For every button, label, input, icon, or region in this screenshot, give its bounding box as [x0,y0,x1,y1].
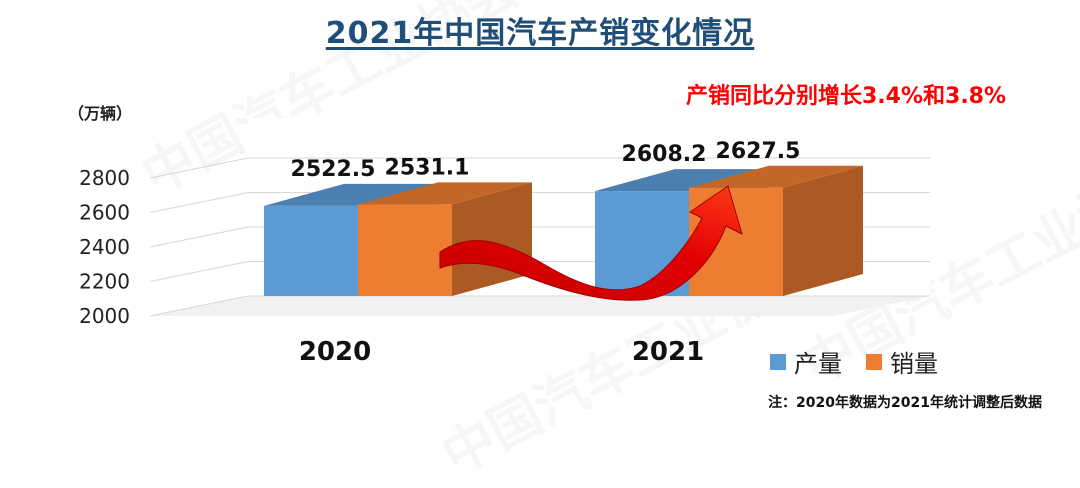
bar-production [264,205,358,296]
chart-title: 2021年中国汽车产销变化情况 [325,16,755,51]
bar-chart: 2800 2600 2400 2200 2000 2522.5 2531.1 2020 2608… [79,138,930,367]
legend-label-production: 产量 [794,350,842,378]
bar-top-sales [689,165,863,188]
legend-swatch-production [770,353,786,370]
bar-sales [358,204,452,296]
y-tick-label: 2000 [79,304,130,328]
y-axis-unit: （万辆） [68,104,133,123]
legend-swatch-sales [866,353,882,370]
legend: 产量 销量 [770,344,938,379]
data-label: 2608.2 [622,142,707,167]
category-label: 2021 [632,337,704,367]
y-tick-label: 2800 [79,166,130,190]
growth-annotation: 产销同比分别增长3.4%和3.8% [686,84,1007,109]
data-label: 2627.5 [716,139,801,164]
bar-top-sales [358,182,532,205]
category-label: 2020 [299,337,371,367]
legend-label-sales: 销量 [890,350,938,378]
data-label: 2531.1 [385,155,470,180]
legend-item-sales: 销量 [866,344,938,379]
bar-top-production [264,183,438,206]
data-label: 2522.5 [291,157,376,182]
bar-side-sales [783,165,863,296]
y-tick-label: 2200 [79,270,130,294]
bar-top-production [595,169,769,192]
growth-arrow [439,185,743,301]
chart-floor [150,296,930,316]
footnote: 注：2020年数据为2021年统计调整后数据 [768,395,1042,411]
y-tick-label: 2400 [79,235,130,259]
gridline [149,157,930,179]
legend-item-production: 产量 [770,344,842,379]
y-tick-label: 2600 [79,201,130,225]
